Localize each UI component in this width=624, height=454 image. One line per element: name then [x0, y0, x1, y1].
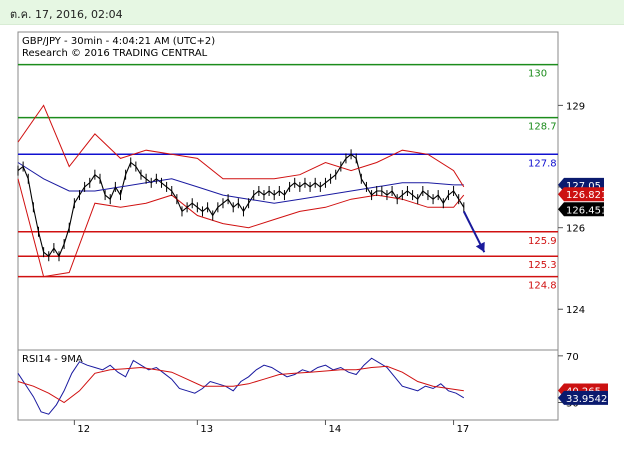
rsi-tick-label-1: 70 [566, 352, 579, 363]
rsi-tag-label-1: 33.9542 [566, 394, 607, 405]
rsi-title: RSI14 - 9MA [22, 354, 83, 365]
price-tag-2 [558, 202, 604, 217]
series-rsi [17, 357, 465, 415]
level-label-1: 128.7 [528, 122, 557, 133]
rsi-tag-1 [558, 390, 608, 405]
level-label-4: 125.3 [528, 260, 557, 271]
x-tick-label-0: 12 [77, 424, 90, 435]
y-tick-label-1: 126 [566, 224, 585, 235]
rsi-panel-frame [17, 349, 559, 421]
series-bb_upper [17, 104, 465, 188]
y-tick-label-3: 129 [566, 101, 585, 112]
level-label-2: 127.8 [528, 158, 557, 169]
price-tag-1 [558, 187, 604, 202]
chart-title: GBP/JPY - 30min - 4:04:21 AM (UTC+2) [22, 36, 215, 47]
forecast-arrow-head [475, 241, 485, 253]
y-tick-label-0: 124 [566, 305, 585, 316]
series-rsi_ma [17, 365, 464, 404]
chart-area: GBP/JPY - 30min - 4:04:21 AM (UTC+2) Res… [17, 31, 608, 435]
price-layer: 130 128.7 127.8 125.9 125.3 124.8 [17, 63, 558, 292]
axis-layer: 124126127129127.05126.821126.451307040.2… [73, 101, 608, 435]
level-label-3: 125.9 [528, 236, 557, 247]
x-tick-label-2: 14 [328, 424, 341, 435]
price-tag-label-0: 127.05 [566, 181, 601, 192]
chart-subtitle: Research © 2016 TRADING CENTRAL [22, 48, 208, 59]
level-label-0: 130 [528, 69, 547, 80]
series-price [17, 153, 465, 258]
date-label: ต.ค. 17, 2016, 02:04 [10, 8, 123, 21]
price-panel-frame [17, 31, 559, 351]
rsi-layer [17, 357, 465, 415]
date-bar: ต.ค. 17, 2016, 02:04 [0, 0, 624, 25]
price-tag-label-1: 126.821 [566, 190, 607, 201]
x-tick-label-3: 17 [457, 424, 470, 435]
level-label-5: 124.8 [528, 281, 557, 292]
x-tick-label-1: 13 [200, 424, 213, 435]
price-tag-label-2: 126.451 [566, 205, 607, 216]
